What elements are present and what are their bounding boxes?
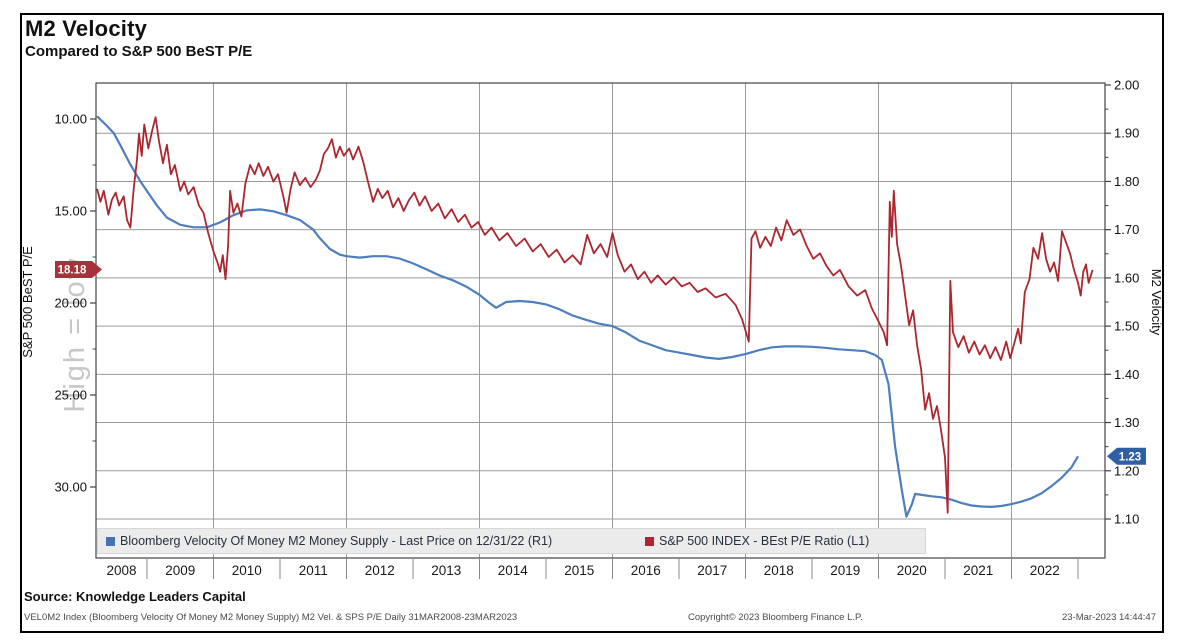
year-label: 2014 — [498, 563, 529, 578]
sp500-pe-line — [96, 116, 1094, 514]
right-axis-tick-label: 1.80 — [1114, 174, 1139, 189]
year-label: 2009 — [165, 563, 195, 578]
year-label: 2017 — [697, 563, 727, 578]
year-label: 2022 — [1030, 563, 1060, 578]
source-attribution: Source: Knowledge Leaders Capital — [24, 589, 246, 604]
legend-swatch-red-icon — [645, 536, 654, 546]
right-axis-tick-label: 1.10 — [1114, 512, 1139, 527]
year-label: 2019 — [830, 563, 860, 578]
left-axis-badge-label: 18.18 — [58, 265, 87, 277]
year-label: 2008 — [106, 563, 136, 578]
legend-label-m2-velocity: Bloomberg Velocity Of Money M2 Money Sup… — [120, 534, 553, 548]
right-axis-badge-label: 1.23 — [1119, 451, 1141, 463]
right-axis-title: M2 Velocity — [1149, 269, 1164, 336]
right-axis-tick-label: 1.50 — [1114, 319, 1139, 334]
legend-swatch-blue-icon — [106, 536, 115, 546]
year-label: 2021 — [963, 563, 993, 578]
left-axis-tick-label: 25.00 — [54, 388, 87, 403]
right-axis-tick-label: 1.40 — [1114, 367, 1139, 382]
year-label: 2012 — [365, 563, 395, 578]
right-axis-tick-label: 1.90 — [1114, 126, 1139, 141]
year-label: 2013 — [431, 563, 461, 578]
year-label: 2011 — [299, 563, 328, 578]
legend-item-sp500-pe: S&P 500 INDEX - BEst P/E Ratio (L1) — [645, 529, 869, 553]
print-timestamp: 23-Mar-2023 14:44:47 — [1061, 612, 1156, 623]
year-label: 2018 — [764, 563, 794, 578]
chart-legend: Bloomberg Velocity Of Money M2 Money Sup… — [97, 528, 926, 554]
right-axis-tick-label: 1.30 — [1114, 415, 1139, 430]
page-title: M2 Velocity — [25, 16, 148, 41]
right-axis-tick-label: 1.70 — [1114, 222, 1139, 237]
left-axis-tick-label: 30.00 — [54, 480, 87, 495]
right-axis-tick-label: 1.20 — [1114, 463, 1139, 478]
legend-label-sp500-pe: S&P 500 INDEX - BEst P/E Ratio (L1) — [659, 534, 870, 548]
right-axis-tick-label: 1.60 — [1114, 270, 1139, 285]
year-label: 2010 — [232, 563, 262, 578]
left-axis-badge — [55, 261, 102, 279]
copyright-notice: Copyright© 2023 Bloomberg Finance L.P. — [688, 612, 863, 623]
left-axis-tick-label: 10.00 — [54, 112, 87, 127]
right-axis-badge — [1107, 447, 1146, 465]
left-axis-title: S&P 500 BeST P/E — [20, 246, 35, 358]
year-label: 2016 — [631, 563, 661, 578]
m2-velocity-line — [96, 115, 1079, 518]
legend-item-m2-velocity: Bloomberg Velocity Of Money M2 Money Sup… — [106, 529, 552, 553]
plot-border — [95, 82, 1106, 559]
left-axis-tick-label: 20.00 — [54, 296, 87, 311]
right-axis-tick-label: 2.00 — [1114, 78, 1139, 93]
year-label: 2015 — [564, 563, 594, 578]
chart-subtitle: Compared to S&P 500 BeST P/E — [25, 43, 253, 60]
year-label: 2020 — [897, 563, 927, 578]
left-axis-tick-label: 15.00 — [54, 204, 87, 219]
ticker-description: VEL0M2 Index (Bloomberg Velocity Of Mone… — [24, 612, 518, 623]
